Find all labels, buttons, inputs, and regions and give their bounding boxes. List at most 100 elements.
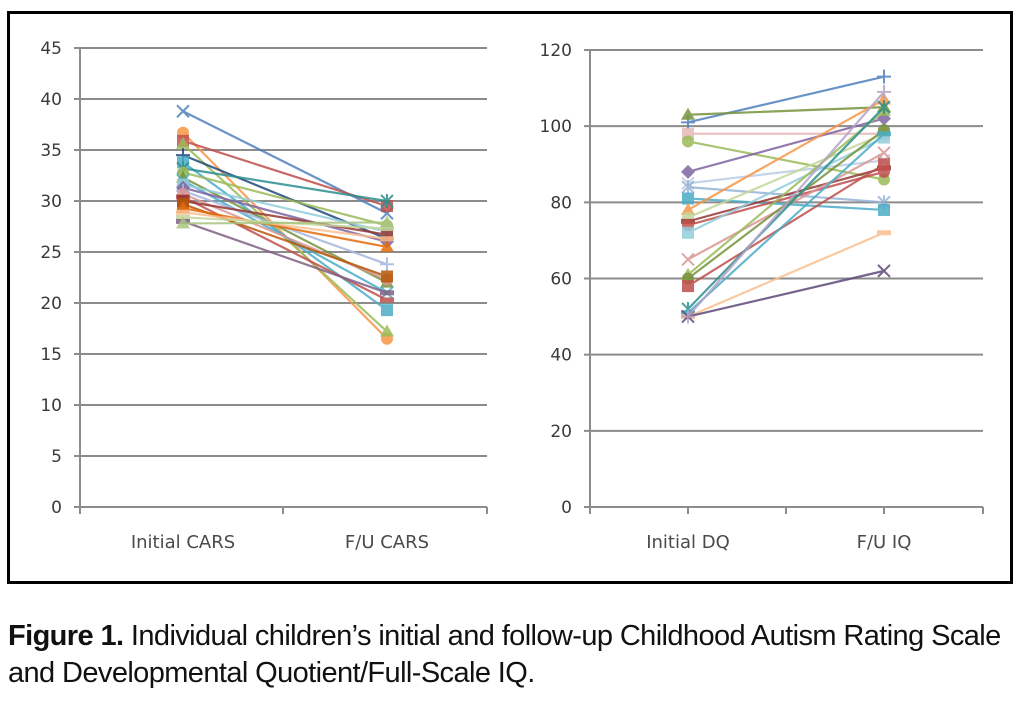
series-17 xyxy=(682,158,890,293)
series-line xyxy=(182,207,388,248)
data-point xyxy=(682,127,694,140)
data-point xyxy=(681,107,695,120)
data-point xyxy=(176,104,190,118)
series-line xyxy=(687,98,885,211)
data-point xyxy=(878,158,890,171)
data-point xyxy=(681,164,695,179)
data-point xyxy=(681,202,695,215)
y-tick-label: 30 xyxy=(40,192,62,212)
data-point xyxy=(381,270,393,283)
series-line xyxy=(687,166,885,223)
series-line xyxy=(687,132,885,219)
x-category-label: F/U IQ xyxy=(857,532,912,553)
y-tick-label: 35 xyxy=(40,141,62,161)
figure-label: Figure 1. xyxy=(8,620,124,652)
y-tick-label: 10 xyxy=(40,396,62,416)
series-line xyxy=(687,110,885,276)
data-point xyxy=(381,304,393,317)
series-line xyxy=(687,117,885,173)
data-point xyxy=(380,290,394,296)
data-point xyxy=(682,135,694,148)
series-14 xyxy=(681,146,891,267)
data-point xyxy=(877,146,891,160)
y-tick-label: 40 xyxy=(40,90,62,110)
series-line xyxy=(182,220,388,294)
series-11 xyxy=(681,165,891,224)
series-line xyxy=(687,140,885,181)
y-tick-label: 20 xyxy=(40,294,62,314)
data-point xyxy=(682,226,694,239)
series-15 xyxy=(681,103,891,280)
series-1 xyxy=(681,69,891,130)
series-line xyxy=(182,199,388,236)
series-20 xyxy=(681,230,891,320)
data-point xyxy=(877,131,891,137)
series-line xyxy=(182,167,388,203)
data-point xyxy=(877,230,891,236)
y-tick-label: 25 xyxy=(40,243,62,263)
cars-chart: 0 5 10 15 20 25 30 35 40 45 Initial CARS F/U CARS xyxy=(40,39,488,553)
data-point xyxy=(380,215,394,228)
series-line xyxy=(182,211,388,240)
data-point xyxy=(380,297,394,303)
series-line xyxy=(687,75,885,124)
figure-charts: 0 5 10 15 20 25 30 35 40 45 Initial CARS F/U CARS 0… xyxy=(40,39,984,553)
data-point xyxy=(877,84,891,99)
series-line xyxy=(687,269,885,318)
series-line xyxy=(182,183,388,233)
series-line xyxy=(182,171,388,227)
x-category-label: Initial CARS xyxy=(131,532,235,553)
figure-frame xyxy=(7,11,1013,584)
series-line xyxy=(182,195,388,301)
data-point xyxy=(681,180,695,195)
data-point xyxy=(681,252,695,267)
data-point xyxy=(380,257,394,272)
y-tick-label: 5 xyxy=(51,447,62,467)
y-tick-label: 0 xyxy=(561,498,572,518)
series-22 xyxy=(176,215,394,229)
data-point xyxy=(380,236,394,242)
series-18 xyxy=(681,100,891,316)
x-category-label: F/U CARS xyxy=(345,532,429,553)
y-tick-label: 20 xyxy=(550,422,572,442)
caption-text: Individual children’s initial and follow… xyxy=(8,620,1001,689)
series-19 xyxy=(176,209,394,242)
y-tick-label: 45 xyxy=(40,39,62,59)
series-15 xyxy=(176,194,394,303)
series-1 xyxy=(176,104,394,220)
data-point xyxy=(878,203,890,216)
data-point xyxy=(176,209,190,215)
dq-iq-chart: 0 20 40 60 80 100 120 Initial DQ F/U IQ xyxy=(540,41,984,553)
figure-caption: Figure 1. Individual children’s initial … xyxy=(8,618,1028,692)
series-line xyxy=(687,163,885,288)
y-tick-label: 120 xyxy=(540,41,572,61)
data-point xyxy=(176,216,190,229)
data-point xyxy=(877,69,891,84)
data-point xyxy=(380,194,394,208)
series-line xyxy=(687,231,885,318)
data-point xyxy=(682,280,694,293)
series-line xyxy=(687,106,885,116)
series-line xyxy=(687,91,885,318)
y-tick-label: 15 xyxy=(40,345,62,365)
data-point xyxy=(176,136,190,149)
y-tick-label: 40 xyxy=(550,346,572,366)
series-line xyxy=(687,151,885,261)
series-line xyxy=(687,106,885,310)
series-14 xyxy=(177,187,393,286)
series-7 xyxy=(176,161,394,208)
data-point xyxy=(380,226,394,232)
series-line xyxy=(182,221,388,225)
y-tick-label: 0 xyxy=(51,498,62,518)
y-tick-label: 80 xyxy=(550,193,572,213)
series-line xyxy=(687,132,885,314)
y-tick-label: 60 xyxy=(550,270,572,290)
y-tick-label: 100 xyxy=(540,117,572,137)
series-line xyxy=(182,186,388,243)
data-point xyxy=(380,324,394,337)
x-category-label: Initial DQ xyxy=(646,532,730,553)
data-point xyxy=(877,100,891,115)
data-point xyxy=(380,239,394,252)
series-22 xyxy=(681,84,891,324)
data-point xyxy=(681,309,695,324)
